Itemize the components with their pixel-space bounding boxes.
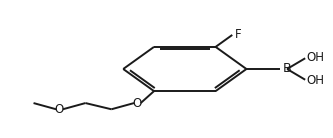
Text: O: O	[133, 97, 142, 110]
Text: OH: OH	[307, 51, 325, 64]
Text: B: B	[282, 63, 291, 75]
Text: O: O	[55, 103, 64, 116]
Text: F: F	[235, 28, 241, 41]
Text: OH: OH	[307, 74, 325, 87]
